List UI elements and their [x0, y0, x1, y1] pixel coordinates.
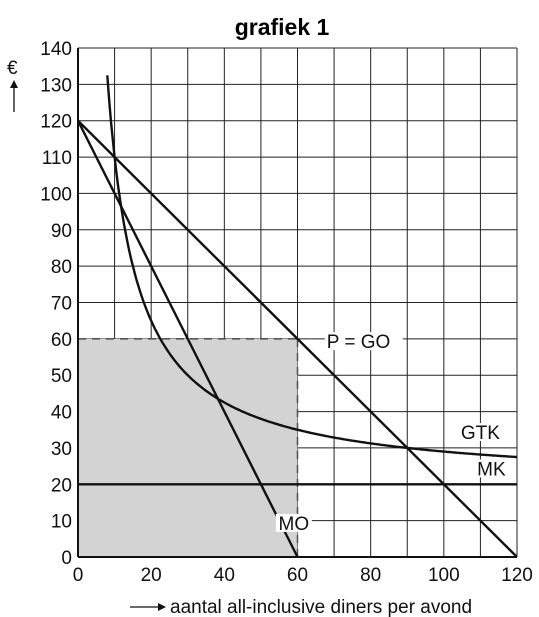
label-backing	[473, 459, 510, 478]
x-tick-label: 60	[287, 565, 308, 586]
x-tick-label: 0	[73, 565, 84, 586]
y-tick-label: 50	[51, 366, 72, 387]
series-labels: P = GO MO MK GTK	[275, 332, 510, 535]
y-tick-label: 110	[42, 148, 72, 169]
y-tick-label: 120	[40, 112, 72, 133]
shaded-area	[78, 338, 298, 557]
label-backing	[275, 513, 312, 532]
x-axis-arrow	[130, 603, 166, 611]
y-tick-label: 80	[51, 257, 72, 278]
x-tick-label: 120	[501, 565, 533, 586]
y-tick-label: 140	[40, 39, 72, 60]
y-tick-label: 100	[40, 184, 72, 205]
label-mk: MK	[477, 459, 506, 480]
curve-gtk	[106, 75, 518, 459]
y-axis-arrow	[10, 80, 18, 112]
y-tick-label: 60	[51, 330, 72, 351]
chart-title: grafiek 1	[235, 14, 330, 40]
label-mo: MO	[279, 514, 310, 535]
x-axis-label: aantal all-inclusive diners per avond	[170, 597, 472, 617]
y-tick-label: 0	[61, 548, 72, 569]
label-backing	[456, 423, 505, 442]
y-tick-label: 40	[51, 403, 72, 424]
y-tick-label: 70	[51, 294, 72, 315]
y-tick-label: 10	[51, 512, 72, 533]
series-lines	[76, 48, 518, 558]
y-tick-label: 130	[40, 75, 72, 96]
tick-labels: 0 20 40 60 80 100 120 0 10 20 30 40 50 60 70 80 90 100 110…	[40, 39, 533, 586]
y-tick-label: 30	[51, 439, 72, 460]
label-gtk: GTK	[461, 423, 500, 444]
x-tick-label: 100	[428, 565, 460, 586]
x-tick-label: 40	[214, 565, 235, 586]
label-backing	[324, 332, 403, 351]
x-tick-label: 20	[141, 565, 162, 586]
y-tick-label: 20	[51, 475, 72, 496]
y-axis-label: €	[7, 58, 18, 79]
x-tick-label: 80	[360, 565, 381, 586]
shaded-area-group	[78, 338, 299, 557]
label-p-go: P = GO	[327, 332, 391, 353]
y-tick-label: 90	[51, 221, 72, 242]
